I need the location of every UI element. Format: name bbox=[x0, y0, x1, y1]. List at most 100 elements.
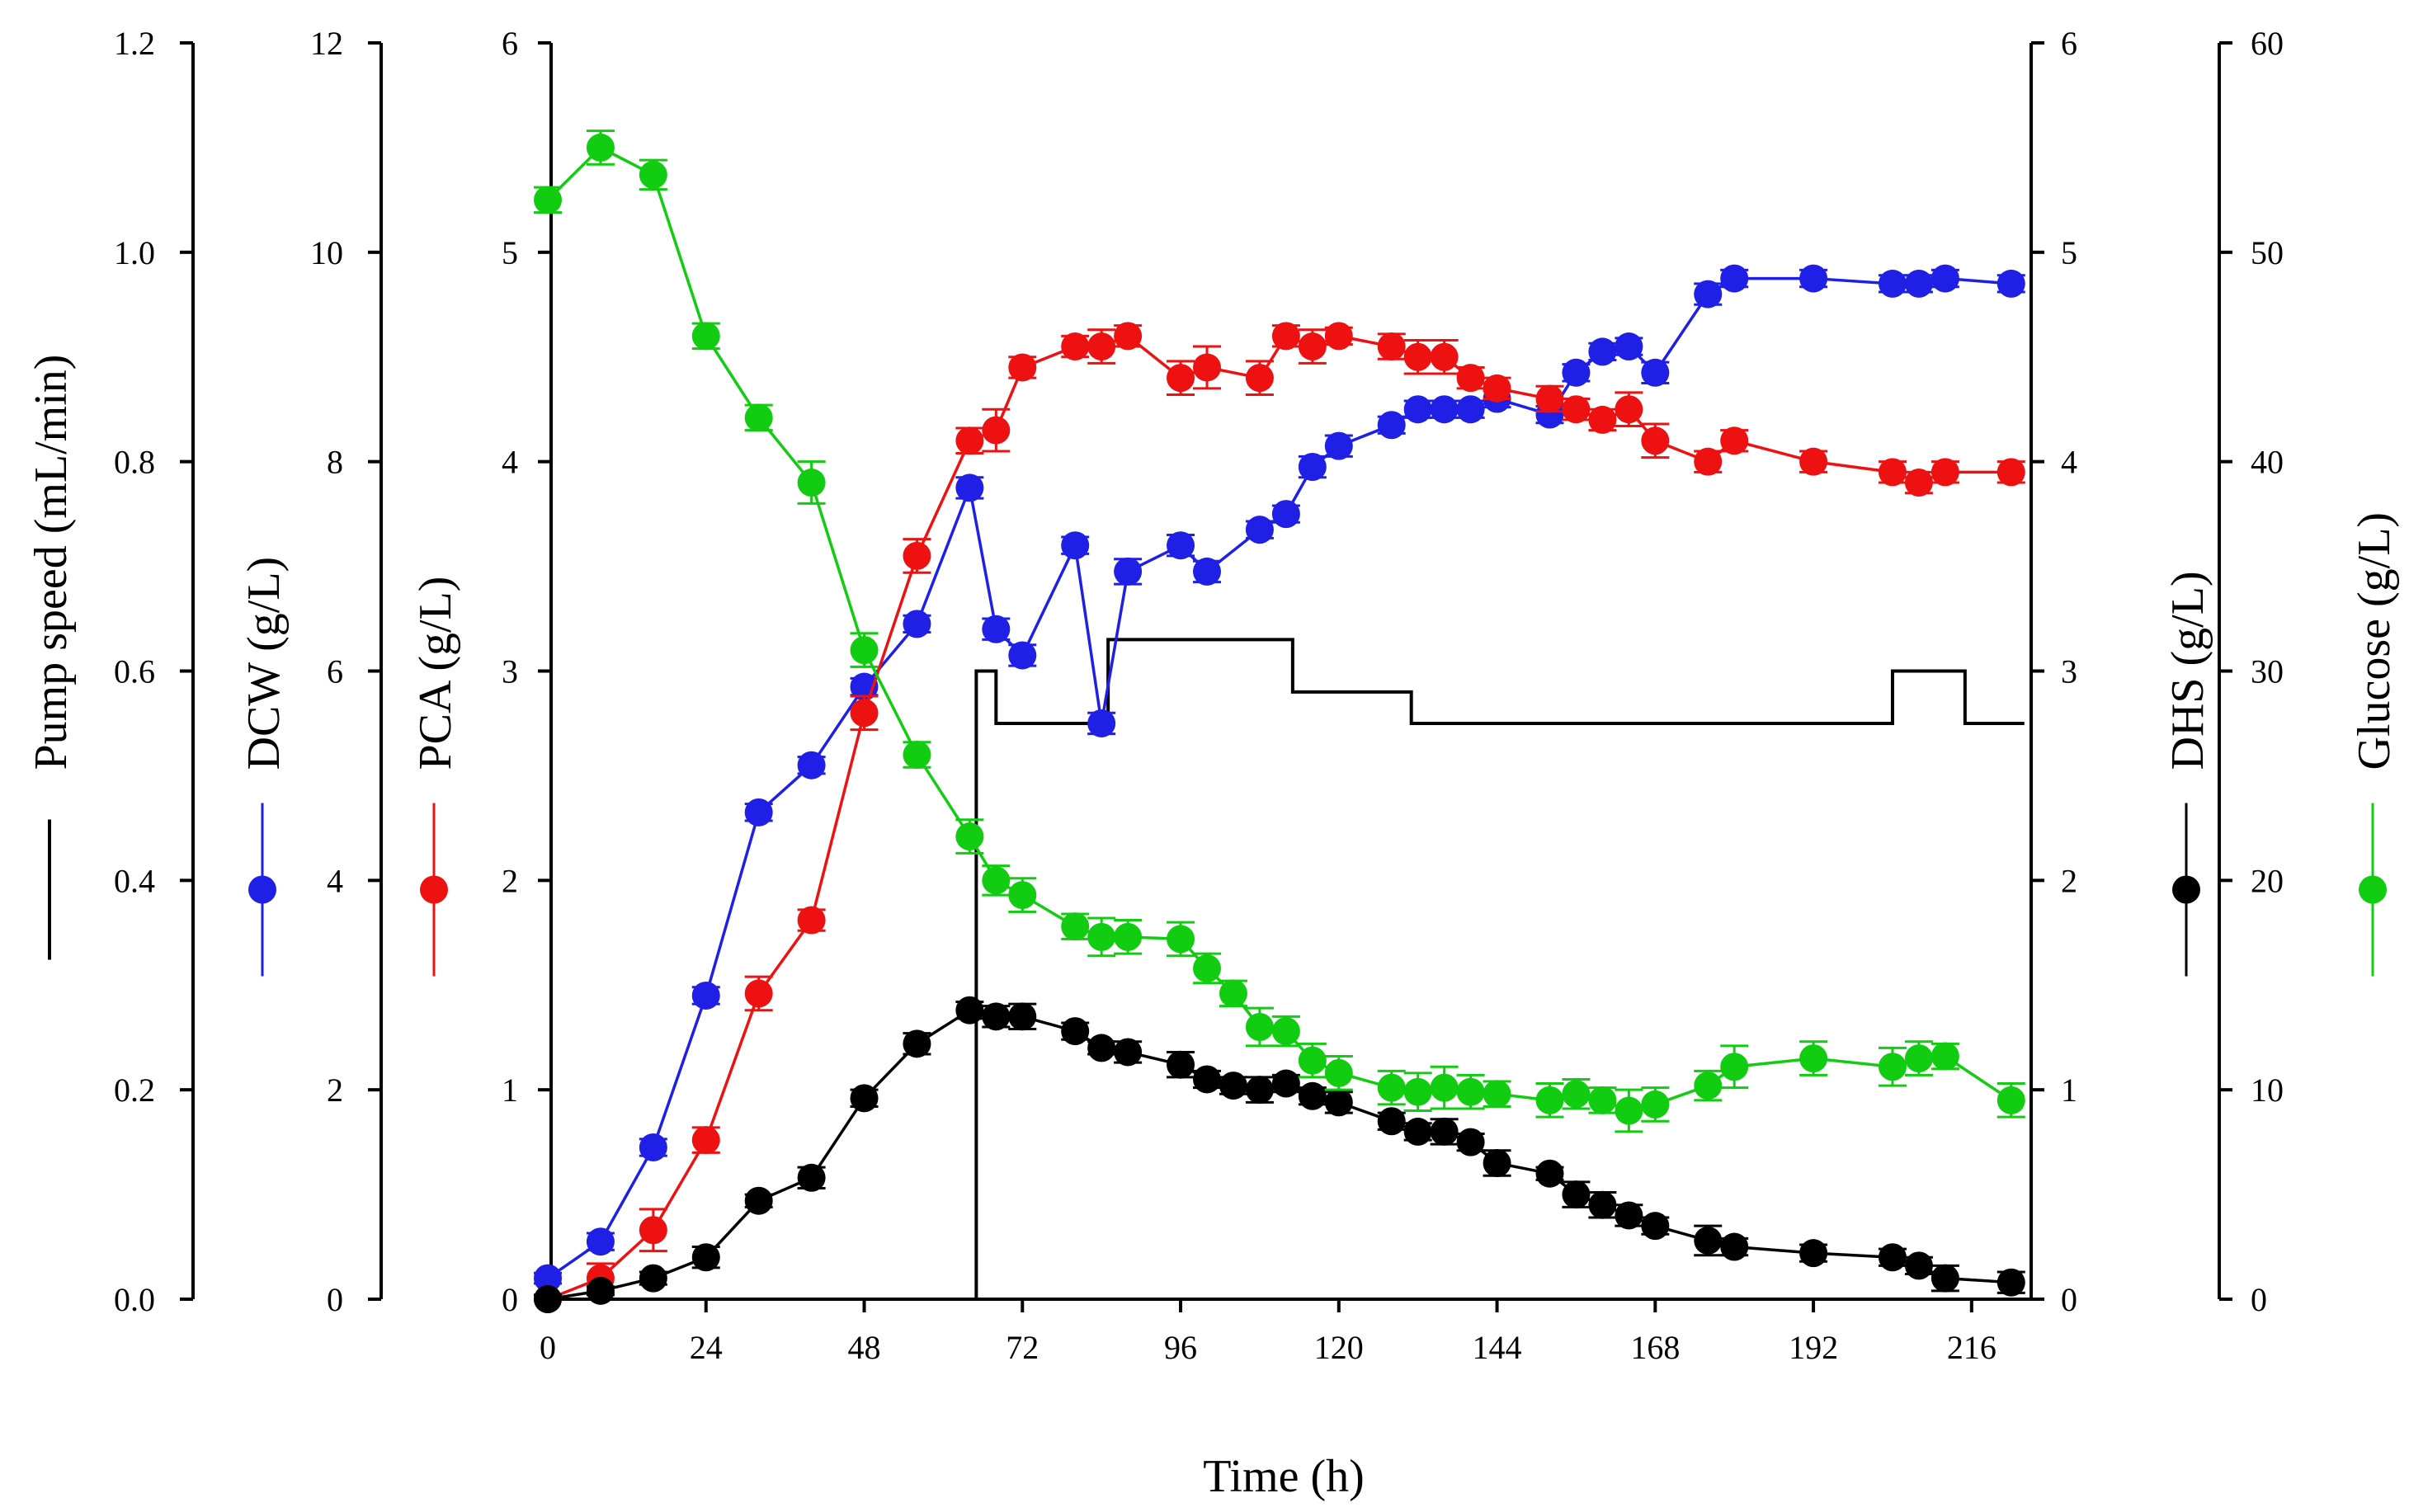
dhs-tick-label: 1 bbox=[2061, 1072, 2077, 1109]
glucose-point bbox=[1298, 1046, 1327, 1075]
pca-point bbox=[1114, 322, 1143, 351]
x-axis-title: Time (h) bbox=[1203, 1451, 1365, 1502]
glucose-point bbox=[1996, 1086, 2025, 1114]
glucose-tick-label: 20 bbox=[2251, 862, 2284, 899]
dhs-point bbox=[1087, 1034, 1116, 1062]
dhs-point bbox=[1535, 1159, 1564, 1188]
x-tick-label: 120 bbox=[1314, 1329, 1364, 1366]
dhs-point bbox=[1219, 1072, 1247, 1100]
dcw-tick-label: 10 bbox=[310, 234, 343, 271]
pca-point bbox=[1904, 469, 1933, 497]
pca-point bbox=[1087, 332, 1116, 361]
dcw-point bbox=[1087, 709, 1116, 737]
dhs-point bbox=[1114, 1038, 1143, 1067]
dcw-point bbox=[1061, 531, 1090, 560]
dcw-point bbox=[1245, 516, 1274, 544]
dhs-tick-label: 5 bbox=[2061, 234, 2077, 271]
pca-point bbox=[1298, 332, 1327, 361]
dhs-point bbox=[850, 1084, 879, 1113]
x-tick-label: 72 bbox=[1006, 1329, 1039, 1366]
pca-series bbox=[534, 322, 2025, 1313]
glucose-point bbox=[1061, 912, 1090, 941]
dcw-point bbox=[1008, 641, 1037, 670]
dcw-point bbox=[534, 1264, 562, 1293]
glucose-point bbox=[534, 186, 562, 214]
dhs-point bbox=[1377, 1107, 1406, 1136]
dcw-tick-label: 0 bbox=[327, 1281, 343, 1318]
pump-tick-label: 0.8 bbox=[114, 444, 155, 481]
dcw-point bbox=[1430, 395, 1459, 424]
glucose-point bbox=[744, 403, 773, 432]
glucose-tick-label: 10 bbox=[2251, 1072, 2284, 1109]
glucose-point bbox=[1167, 925, 1195, 954]
dhs-axis-title-group: DHS (g/L) bbox=[2162, 571, 2213, 977]
dhs-point bbox=[1271, 1069, 1300, 1098]
pca-point bbox=[1535, 384, 1564, 413]
dcw-point bbox=[1167, 531, 1195, 560]
pca-point bbox=[797, 906, 826, 935]
dhs-series bbox=[534, 996, 2025, 1313]
glucose-point bbox=[1193, 954, 1221, 982]
dhs-point bbox=[1193, 1065, 1221, 1094]
pca-tick-label: 6 bbox=[502, 25, 518, 62]
axes-layer: 0.0 0.2 0.4 0.6 0.8 1.0 1.2 Pump speed (mL/min)… bbox=[26, 25, 2400, 1366]
pca-point bbox=[903, 541, 931, 570]
pca-legend-marker bbox=[420, 875, 448, 904]
pca-point bbox=[1641, 426, 1670, 455]
glucose-point bbox=[1008, 881, 1037, 910]
pump-axis-title: Pump speed (mL/min) bbox=[26, 355, 77, 770]
pca-point bbox=[1562, 395, 1591, 424]
pump-tick-label: 0.2 bbox=[114, 1072, 155, 1109]
pca-axis-title-group: PCA (g/L) bbox=[410, 577, 461, 977]
dcw-point bbox=[1615, 332, 1643, 361]
glucose-point bbox=[1588, 1086, 1617, 1114]
dhs-point bbox=[1615, 1201, 1643, 1230]
dcw-point bbox=[1996, 269, 2025, 298]
dhs-point bbox=[1456, 1128, 1485, 1156]
dcw-point bbox=[955, 473, 984, 502]
pca-point bbox=[1930, 458, 1959, 487]
dhs-point bbox=[586, 1276, 615, 1305]
dhs-tick-label: 2 bbox=[2061, 862, 2077, 899]
pca-point bbox=[1403, 342, 1432, 371]
pca-point bbox=[1430, 342, 1459, 371]
dcw-axis-title-group: DCW (g/L) bbox=[238, 557, 290, 977]
pca-tick-label: 2 bbox=[502, 862, 518, 899]
dcw-series bbox=[534, 264, 2025, 1293]
dhs-point bbox=[1483, 1149, 1511, 1178]
glucose-point bbox=[1430, 1073, 1459, 1102]
series-layer bbox=[534, 130, 2025, 1313]
dcw-point bbox=[1456, 395, 1485, 424]
dcw-point bbox=[1720, 264, 1749, 293]
glucose-point bbox=[1904, 1044, 1933, 1073]
dhs-point bbox=[1562, 1180, 1591, 1209]
dcw-point bbox=[1271, 500, 1300, 529]
glucose-point bbox=[1615, 1096, 1643, 1125]
glucose-point bbox=[1219, 979, 1247, 1008]
pca-point bbox=[639, 1216, 667, 1245]
dhs-point bbox=[1403, 1117, 1432, 1146]
dcw-point bbox=[639, 1133, 667, 1161]
dhs-point bbox=[1720, 1232, 1749, 1261]
dhs-point bbox=[1324, 1088, 1353, 1117]
dcw-point bbox=[1298, 453, 1327, 482]
pca-point bbox=[1996, 458, 2025, 487]
pump-tick-label: 0.4 bbox=[114, 862, 155, 899]
x-tick-label: 144 bbox=[1473, 1329, 1522, 1366]
dhs-point bbox=[1694, 1226, 1723, 1255]
glucose-point bbox=[1694, 1072, 1723, 1100]
glucose-point bbox=[1535, 1086, 1564, 1114]
dcw-point bbox=[586, 1227, 615, 1256]
pca-point bbox=[1245, 364, 1274, 393]
pca-point bbox=[1456, 364, 1485, 393]
glucose-point bbox=[903, 741, 931, 770]
dcw-point bbox=[1193, 557, 1221, 586]
glucose-point bbox=[1403, 1077, 1432, 1106]
x-tick-label: 0 bbox=[540, 1329, 556, 1366]
pca-point bbox=[1588, 405, 1617, 434]
dcw-point bbox=[1588, 337, 1617, 366]
pca-point bbox=[1193, 353, 1221, 382]
pca-point bbox=[744, 979, 773, 1008]
dhs-point bbox=[903, 1029, 931, 1058]
pca-point bbox=[1720, 426, 1749, 455]
